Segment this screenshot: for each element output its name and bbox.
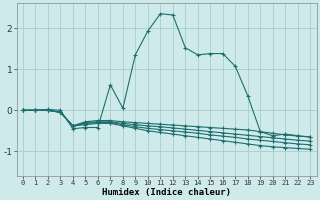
X-axis label: Humidex (Indice chaleur): Humidex (Indice chaleur) <box>102 188 231 197</box>
